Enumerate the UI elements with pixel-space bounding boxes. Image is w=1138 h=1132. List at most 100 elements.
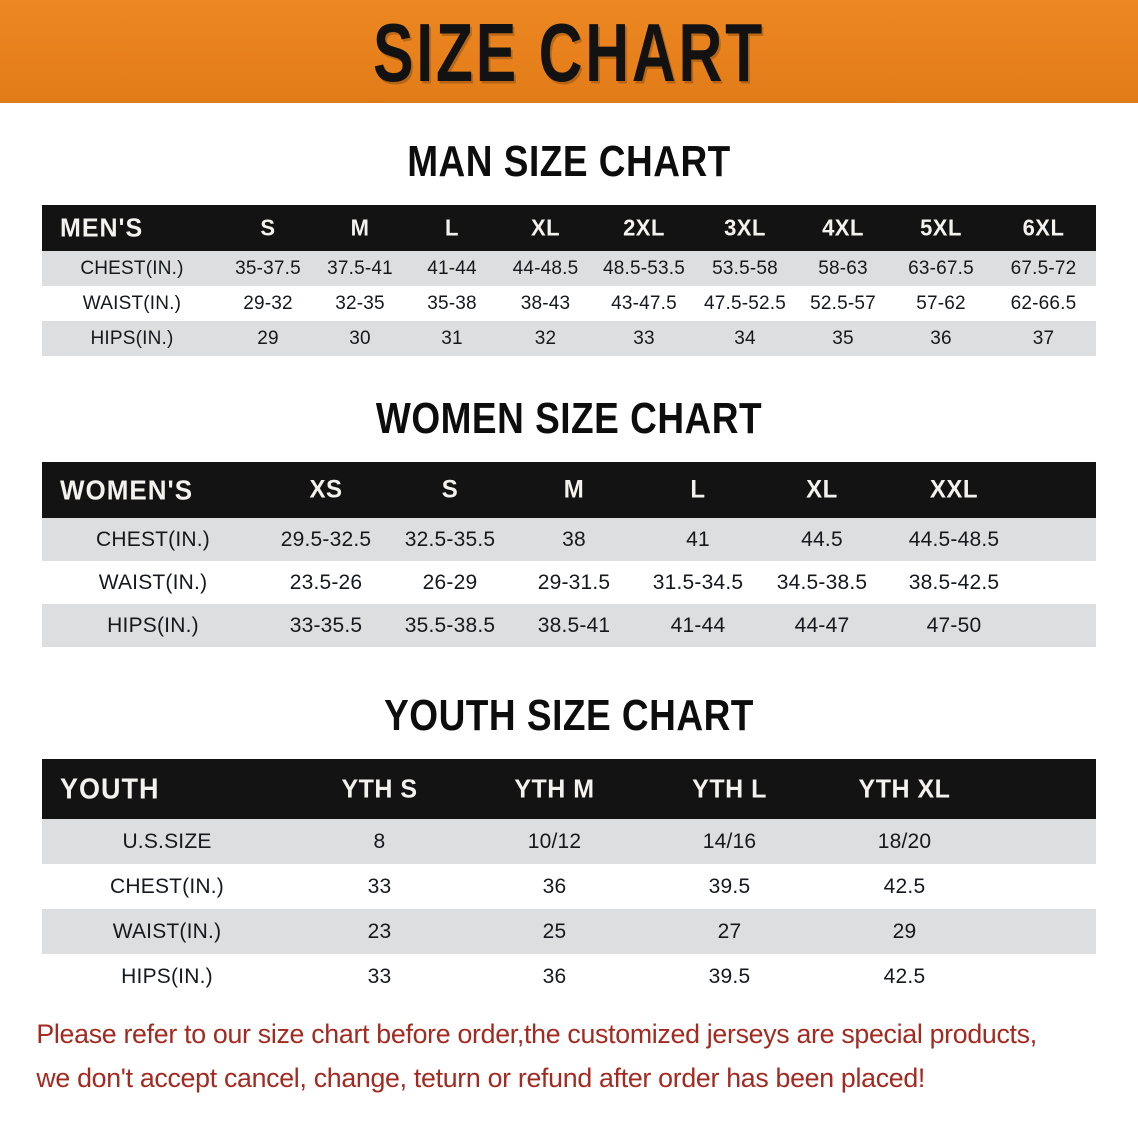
man-waist-l: 35-38: [427, 292, 477, 314]
women-waist-m: 29-31.5: [537, 570, 611, 594]
table-row: HIPS(IN.) 33-35.5 35.5-38.5 38.5-41 41-4…: [42, 604, 1096, 647]
note-line-2: we don't accept cancel, change, teturn o…: [36, 1062, 926, 1093]
man-chest-2xl: 48.5-53.5: [602, 257, 686, 279]
youth-hips-yth-xl: 42.5: [883, 964, 926, 988]
youth-size-table: YOUTH YTH S YTH M YTH L YTH XL U.S.SIZE …: [42, 759, 1096, 999]
women-waist-xs: 23.5-26: [289, 570, 363, 594]
women-col-header-xl: XL: [806, 475, 838, 504]
man-hips-m: 30: [349, 327, 371, 349]
youth-row-label-chest: CHEST(IN.): [110, 874, 224, 898]
man-size-table: MEN'S S M L XL 2XL 3XL 4XL 5XL 6XL CHEST…: [42, 205, 1096, 356]
women-row-label-chest: CHEST(IN.): [96, 527, 210, 551]
table-row: WAIST(IN.) 29-32 32-35 35-38 38-43 43-47…: [42, 286, 1096, 321]
table-row: WAIST(IN.) 23.5-26 26-29 29-31.5 31.5-34…: [42, 561, 1096, 604]
table-row: CHEST(IN.) 35-37.5 37.5-41 41-44 44-48.5…: [42, 251, 1096, 286]
youth-row-label-hips: HIPS(IN.): [121, 964, 213, 988]
women-row-label-hips: HIPS(IN.): [107, 613, 199, 637]
man-waist-4xl: 52.5-57: [810, 292, 876, 314]
man-col-header-5xl: 5XL: [920, 214, 962, 241]
women-waist-filler: [1024, 561, 1096, 604]
man-waist-5xl: 57-62: [916, 292, 966, 314]
table-row: CHEST(IN.) 33 36 39.5 42.5: [42, 864, 1096, 909]
man-hips-5xl: 36: [930, 327, 952, 349]
man-col-header-xl: XL: [530, 214, 561, 241]
man-hips-4xl: 35: [832, 327, 854, 349]
man-hips-s: 29: [257, 327, 279, 349]
women-hips-xxl: 47-50: [926, 613, 982, 637]
women-waist-xxl: 38.5-42.5: [908, 570, 1000, 594]
women-col-header-l: L: [690, 475, 706, 504]
women-waist-xl: 34.5-38.5: [776, 570, 868, 594]
man-waist-m: 32-35: [335, 292, 385, 314]
women-chest-filler: [1024, 518, 1096, 561]
man-section-title: MAN SIZE CHART: [407, 137, 731, 186]
youth-row-label-us-size: U.S.SIZE: [122, 829, 212, 853]
table-row: U.S.SIZE 8 10/12 14/16 18/20: [42, 819, 1096, 864]
spacer-youth-to-note: [0, 999, 1138, 1013]
women-hips-filler: [1024, 604, 1096, 647]
youth-ussize-filler: [992, 819, 1096, 864]
table-row: HIPS(IN.) 29 30 31 32 33 34 35 36 37: [42, 321, 1096, 356]
man-chest-s: 35-37.5: [235, 257, 301, 279]
table-row: CHEST(IN.) 29.5-32.5 32.5-35.5 38 41 44.…: [42, 518, 1096, 561]
man-hips-xl: 32: [534, 327, 557, 349]
women-chest-s: 32.5-35.5: [404, 527, 496, 551]
man-row-label-chest: CHEST(IN.): [80, 257, 184, 279]
spacer-women-to-youth: [0, 647, 1138, 695]
man-col-header-6xl: 6XL: [1022, 214, 1065, 241]
youth-hips-yth-l: 39.5: [708, 964, 751, 988]
women-section-title: WOMEN SIZE CHART: [375, 394, 763, 443]
youth-chest-yth-xl: 42.5: [883, 874, 926, 898]
youth-table-wrap: YOUTH YTH S YTH M YTH L YTH XL U.S.SIZE …: [42, 759, 1096, 999]
women-col-header-xs: XS: [309, 475, 343, 504]
youth-waist-yth-m: 25: [542, 919, 567, 943]
man-chest-5xl: 63-67.5: [908, 257, 974, 279]
man-corner-label: MEN'S: [60, 212, 144, 243]
youth-chest-yth-l: 39.5: [708, 874, 751, 898]
note-line-1: Please refer to our size chart before or…: [36, 1019, 1037, 1049]
women-hips-s: 35.5-38.5: [404, 613, 496, 637]
youth-hips-filler: [992, 954, 1096, 999]
youth-col-header-yth-xl: YTH XL: [858, 773, 951, 804]
table-row: WAIST(IN.) 23 25 27 29: [42, 909, 1096, 954]
man-hips-6xl: 37: [1032, 327, 1055, 349]
man-waist-2xl: 43-47.5: [611, 292, 677, 314]
youth-col-header-yth-l: YTH L: [692, 773, 767, 804]
women-hips-m: 38.5-41: [537, 613, 611, 637]
youth-waist-yth-xl: 29: [892, 919, 917, 943]
man-chest-6xl: 67.5-72: [1010, 257, 1077, 279]
man-col-header-l: L: [445, 214, 459, 241]
women-header-filler: [1024, 461, 1096, 520]
youth-hips-yth-m: 36: [542, 964, 567, 988]
man-chest-xl: 44-48.5: [512, 257, 579, 279]
youth-header-row: YOUTH YTH S YTH M YTH L YTH XL: [42, 759, 1096, 819]
women-chest-xxl: 44.5-48.5: [908, 527, 1000, 551]
man-col-header-2xl: 2XL: [623, 214, 665, 241]
women-hips-l: 41-44: [670, 613, 726, 637]
table-row: HIPS(IN.) 33 36 39.5 42.5: [42, 954, 1096, 999]
youth-waist-filler: [992, 909, 1096, 954]
women-waist-s: 26-29: [422, 570, 478, 594]
man-col-header-s: S: [260, 214, 276, 241]
youth-hips-yth-s: 33: [367, 964, 392, 988]
man-chest-m: 37.5-41: [327, 257, 393, 279]
man-waist-s: 29-32: [243, 292, 293, 314]
women-chest-xs: 29.5-32.5: [280, 527, 372, 551]
women-hips-xl: 44-47: [794, 613, 850, 637]
man-waist-xl: 38-43: [520, 292, 571, 314]
page-banner: SIZE CHART: [0, 0, 1138, 103]
return-policy-note: Please refer to our size chart before or…: [36, 1013, 1101, 1100]
man-col-header-3xl: 3XL: [724, 214, 766, 241]
women-hips-xs: 33-35.5: [289, 613, 363, 637]
man-chest-3xl: 53.5-58: [712, 257, 778, 279]
youth-ussize-yth-l: 14/16: [702, 829, 757, 853]
youth-col-header-yth-s: YTH S: [341, 773, 418, 804]
women-chest-xl: 44.5: [801, 527, 843, 551]
youth-corner-label: YOUTH: [60, 772, 160, 805]
women-chest-m: 38: [562, 527, 586, 551]
youth-chest-yth-m: 36: [542, 874, 567, 898]
women-row-label-waist: WAIST(IN.): [98, 570, 208, 594]
youth-row-label-waist: WAIST(IN.): [112, 919, 222, 943]
youth-section-title: YOUTH SIZE CHART: [384, 691, 754, 740]
